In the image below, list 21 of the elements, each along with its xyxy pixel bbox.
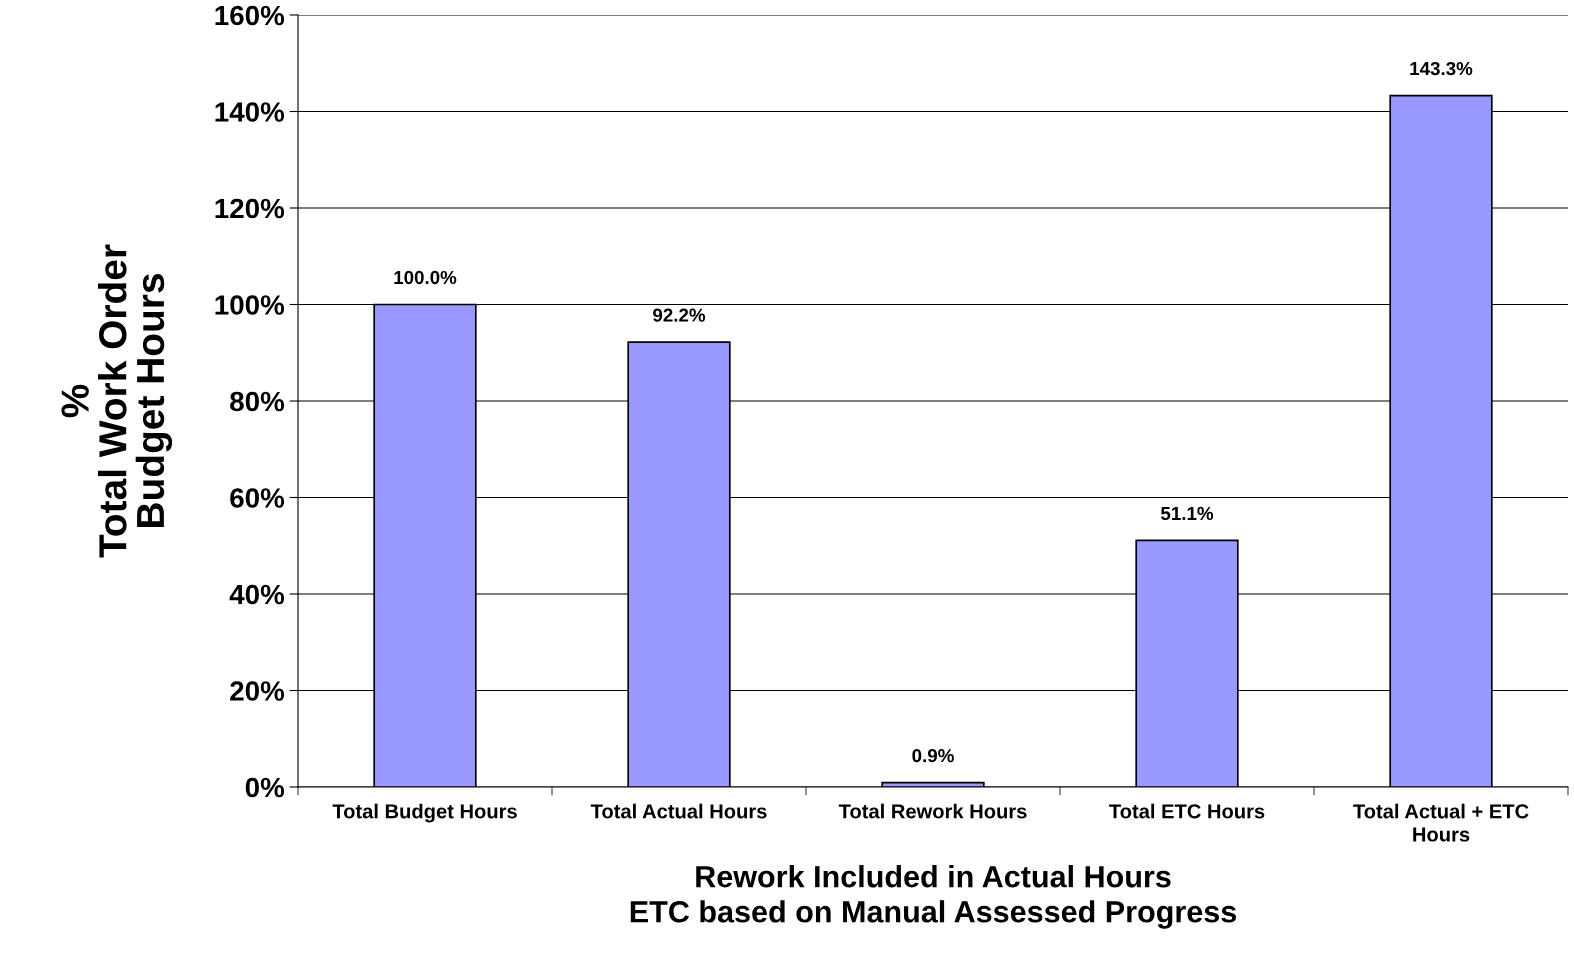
x-tick-label: Total Actual + ETC Hours bbox=[1353, 803, 1529, 842]
y-tick-label: 40% bbox=[229, 584, 285, 605]
y-tick-label: 0% bbox=[245, 777, 285, 798]
y-tick-label: 20% bbox=[230, 681, 285, 701]
x-tick-label: Total ETC Hours bbox=[1109, 803, 1265, 819]
y-tick-label: 120% bbox=[215, 198, 285, 219]
x-tick-label: Total Rework Hours bbox=[838, 803, 1027, 819]
y-tick-label: 80% bbox=[230, 391, 285, 412]
y-axis-title: % Total Work Order Budget Hours bbox=[61, 244, 173, 558]
x-tick-label: Total Budget Hours bbox=[332, 803, 517, 823]
data-label: 92.2% bbox=[653, 308, 706, 322]
data-label: 51.1% bbox=[1161, 506, 1214, 521]
y-tick-label: 60% bbox=[230, 488, 285, 508]
y-tick-label: 160% bbox=[215, 5, 285, 26]
y-tick-label: 140% bbox=[215, 102, 285, 122]
data-label: 0.9% bbox=[912, 749, 954, 763]
data-label: 100.0% bbox=[394, 270, 457, 285]
data-label: 143.3% bbox=[1410, 61, 1473, 76]
x-tick-label: Total Actual Hours bbox=[590, 803, 767, 819]
x-axis-title: Rework Included in Actual Hours ETC based on Manual Assessed Progress bbox=[630, 865, 1236, 929]
y-tick-label: 100% bbox=[215, 295, 285, 315]
